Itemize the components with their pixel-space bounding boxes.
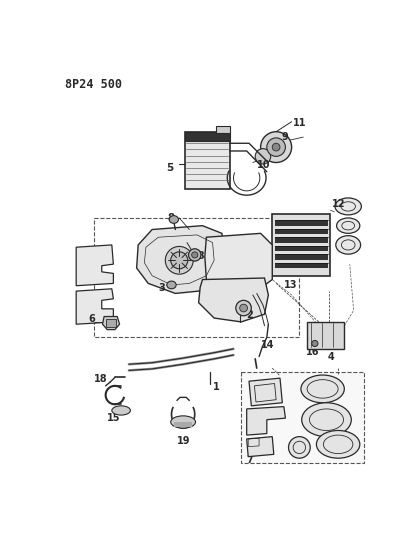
Ellipse shape	[165, 246, 193, 274]
Text: 11: 11	[293, 118, 307, 128]
Ellipse shape	[272, 143, 280, 151]
Text: 3: 3	[158, 282, 165, 293]
Polygon shape	[76, 245, 113, 286]
Text: 13: 13	[284, 280, 298, 289]
Ellipse shape	[301, 375, 344, 403]
Bar	[307, 322, 344, 349]
Bar	[216, 126, 230, 133]
Ellipse shape	[236, 301, 251, 316]
Text: 10: 10	[257, 160, 270, 170]
Ellipse shape	[169, 216, 178, 223]
Ellipse shape	[171, 416, 196, 428]
Text: 3: 3	[197, 251, 204, 261]
Polygon shape	[247, 407, 285, 435]
Ellipse shape	[240, 304, 247, 312]
Bar	[241, 372, 364, 463]
Bar	[272, 214, 330, 276]
Ellipse shape	[267, 138, 285, 156]
Text: 17: 17	[323, 329, 336, 340]
Text: 12: 12	[332, 199, 345, 209]
Bar	[174, 422, 192, 426]
Polygon shape	[205, 233, 272, 291]
Bar	[275, 263, 328, 268]
Text: 8P24 500: 8P24 500	[65, 78, 122, 91]
Polygon shape	[247, 437, 274, 457]
Ellipse shape	[192, 252, 198, 258]
Ellipse shape	[337, 218, 360, 233]
Bar	[275, 254, 328, 260]
Bar	[275, 237, 328, 243]
Text: 2: 2	[247, 310, 254, 320]
Text: 1: 1	[212, 382, 219, 392]
Bar	[185, 132, 230, 189]
Bar	[185, 132, 230, 141]
Polygon shape	[136, 225, 226, 294]
Text: 14: 14	[261, 340, 274, 350]
Bar	[94, 218, 299, 337]
Polygon shape	[102, 317, 120, 329]
Ellipse shape	[189, 249, 201, 261]
Ellipse shape	[261, 132, 292, 163]
Text: 19: 19	[177, 436, 190, 446]
Text: 7: 7	[247, 455, 254, 465]
Polygon shape	[199, 278, 268, 322]
Ellipse shape	[171, 252, 188, 269]
Text: 6: 6	[89, 314, 95, 324]
Text: 9: 9	[282, 132, 288, 142]
Ellipse shape	[312, 341, 318, 346]
Ellipse shape	[336, 236, 360, 254]
Ellipse shape	[255, 149, 271, 164]
Text: 18: 18	[94, 374, 108, 384]
Text: 8: 8	[168, 213, 175, 223]
Ellipse shape	[289, 437, 310, 458]
Ellipse shape	[112, 406, 130, 415]
Text: 5: 5	[166, 163, 173, 173]
Polygon shape	[249, 378, 282, 406]
Bar	[275, 246, 328, 251]
Bar	[275, 229, 328, 234]
Ellipse shape	[316, 431, 360, 458]
Bar	[275, 220, 328, 225]
Ellipse shape	[335, 198, 361, 215]
Ellipse shape	[167, 281, 176, 289]
Text: 15: 15	[107, 413, 121, 423]
Text: 4: 4	[327, 352, 334, 362]
Text: 16: 16	[305, 348, 319, 357]
Polygon shape	[76, 289, 113, 324]
Bar	[106, 319, 116, 327]
Ellipse shape	[302, 403, 351, 437]
